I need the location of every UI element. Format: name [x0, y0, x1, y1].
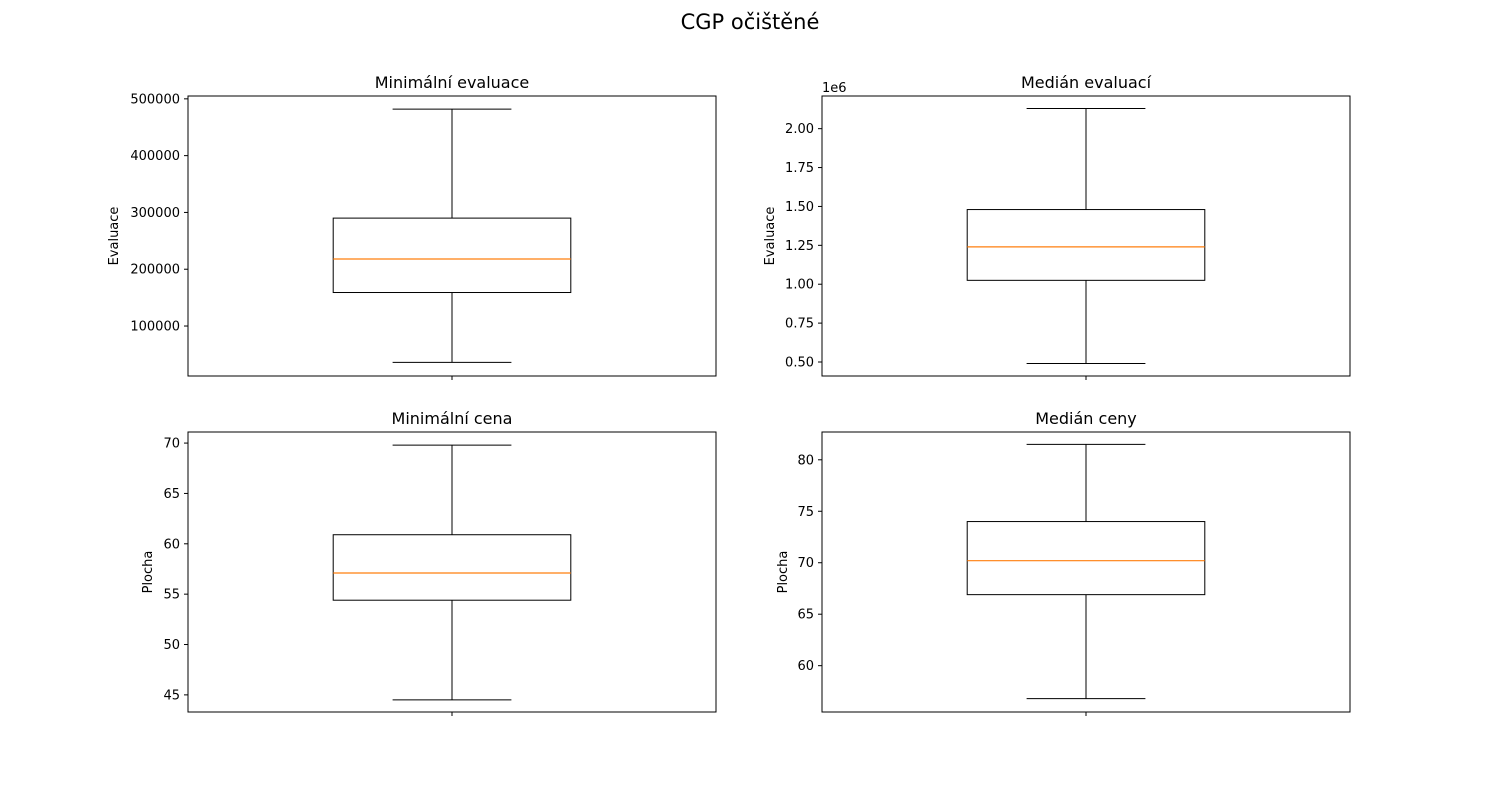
- y-tick-label: 45: [163, 688, 180, 703]
- subplot-title: Medián evaluací: [1021, 73, 1152, 92]
- subplot-title: Medián ceny: [1035, 409, 1137, 428]
- y-tick-label: 1.75: [785, 161, 814, 176]
- y-tick-label: 80: [797, 453, 814, 468]
- subplot-1: Minimální evaluace Evaluace 100000 200000 30…: [107, 73, 717, 380]
- subplot-title: Minimální evaluace: [375, 73, 530, 92]
- y-tick-label: 50: [163, 638, 180, 653]
- y-tick-label: 400000: [130, 149, 180, 164]
- y-tick-label: 70: [797, 556, 814, 571]
- y-tick-label: 0.50: [785, 356, 814, 371]
- y-tick-label: 65: [163, 487, 180, 502]
- y-tick-label: 2.00: [785, 122, 814, 137]
- y-axis-label: Evaluace: [107, 207, 122, 266]
- box-iqr: [966, 209, 1206, 281]
- y-tick-label: 500000: [130, 92, 180, 107]
- box-iqr: [966, 521, 1206, 596]
- y-tick-label: 55: [163, 588, 180, 603]
- box-iqr: [332, 534, 572, 601]
- y-tick-label: 65: [797, 608, 814, 623]
- subplot-2: Medián evaluací Evaluace 1e6 0.50 0.75 1.00 1.…: [763, 73, 1351, 380]
- y-axis-offset-text: 1e6: [822, 81, 847, 96]
- y-tick-label: 300000: [130, 206, 180, 221]
- y-tick-label: 0.75: [785, 317, 814, 332]
- figure-title: CGP očištěné: [680, 10, 820, 34]
- subplot-title: Minimální cena: [392, 409, 513, 428]
- y-tick-label: 75: [797, 505, 814, 520]
- y-axis-label: Plocha: [776, 551, 791, 594]
- y-tick-label: 1.25: [785, 239, 814, 254]
- box-iqr: [332, 217, 572, 294]
- y-axis-label: Evaluace: [763, 207, 778, 266]
- y-tick-label: 60: [163, 537, 180, 552]
- subplot-3: Minimální cena Plocha 45 50 55 60 65 70: [141, 409, 717, 716]
- y-tick-label: 100000: [130, 320, 180, 335]
- y-tick-label: 200000: [130, 263, 180, 278]
- y-tick-label: 1.50: [785, 200, 814, 215]
- y-tick-label: 70: [163, 437, 180, 452]
- subplot-4: Medián ceny Plocha 60 65 70 75 80: [776, 409, 1351, 716]
- y-tick-label: 1.00: [785, 278, 814, 293]
- y-tick-label: 60: [797, 659, 814, 674]
- y-axis-label: Plocha: [141, 551, 156, 594]
